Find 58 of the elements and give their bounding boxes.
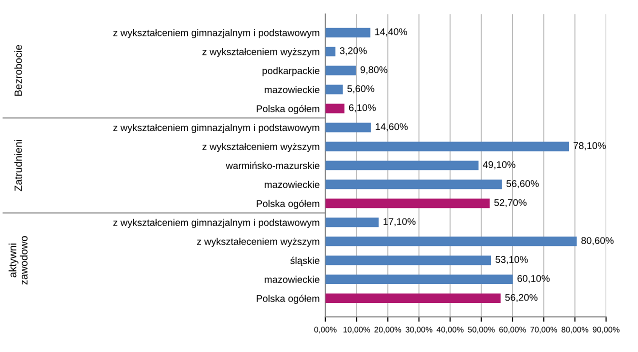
y-tick-label: z wykształceniem gimnazjalnym i podstawowym	[113, 124, 320, 134]
data-label: 3,20%	[340, 47, 367, 56]
x-tick-label: 30,00%	[406, 326, 432, 334]
y-tick-label: z wykształeceniem wyższym	[197, 238, 320, 247]
bar	[325, 274, 513, 284]
data-label: 52,70%	[494, 199, 527, 208]
bar	[325, 160, 479, 170]
y-tick-label: z wykształceniem gimnazjalnym i podstawowym	[113, 218, 320, 228]
y-tick-label: mazowieckie	[264, 276, 320, 283]
data-label: 80,60%	[581, 237, 614, 246]
y-tick-label: Polska ogółem	[256, 200, 320, 209]
bar	[325, 104, 344, 114]
bar	[325, 28, 370, 38]
bar	[325, 122, 371, 132]
bar	[325, 180, 502, 190]
bar	[325, 218, 379, 228]
x-tick-label: 70,00%	[530, 326, 558, 334]
bar	[325, 236, 577, 246]
y-tick-label: warmińsko-mazurskie	[226, 162, 320, 170]
data-label: 6,10%	[349, 104, 376, 112]
bar	[325, 84, 343, 94]
text: Bezrobocie	[14, 44, 22, 96]
x-tick-label: 60,00%	[499, 326, 526, 334]
bar	[325, 66, 356, 76]
x-tick-label: 90,00%	[592, 326, 620, 334]
x-tick-label: 50,00%	[468, 326, 495, 334]
x-tick-label: 10,00%	[344, 326, 370, 334]
y-tick-label: z wykształceniem wyższym	[202, 142, 320, 152]
data-label: 5,60%	[347, 85, 374, 94]
y-tick-label: mazowieckie	[264, 180, 320, 188]
y-tick-label: Polska ogółem	[256, 104, 320, 114]
x-tick-label: 20,00%	[374, 326, 402, 334]
y-tick-label: z wykształceniem wyższym	[202, 48, 320, 58]
data-label: 56,20%	[505, 294, 538, 302]
data-label: 56,60%	[506, 180, 539, 188]
data-label: 60,10%	[518, 275, 550, 284]
data-label: 49,10%	[482, 161, 516, 170]
bar	[325, 198, 490, 208]
y-tick-label: podkarpackie	[262, 67, 320, 76]
x-tick-label: 0,00%	[314, 326, 337, 334]
y-tick-label: śląskie	[290, 256, 320, 266]
bar	[325, 294, 501, 304]
bar	[325, 256, 492, 266]
x-tick-label: 40,00%	[436, 326, 464, 334]
y-tick-label: mazowieckie	[264, 86, 320, 94]
data-label: 53,10%	[496, 256, 528, 264]
y-tick-label: Polska ogółem	[256, 294, 320, 304]
data-label: 9,80%	[360, 66, 388, 74]
bar	[325, 142, 569, 152]
data-label: 14,40%	[375, 28, 408, 36]
x-tick-label: 80,00%	[562, 326, 588, 334]
data-label: 17,10%	[384, 218, 416, 226]
y-tick-label: z wykształceniem gimnazjalnym i podstawowym	[113, 29, 320, 38]
data-label: 14,60%	[376, 123, 408, 132]
data-label: 78,10%	[574, 142, 606, 150]
bar	[325, 46, 336, 56]
text: Zatrudnieni	[14, 140, 22, 192]
text: aktywni zawodowo	[8, 236, 28, 285]
